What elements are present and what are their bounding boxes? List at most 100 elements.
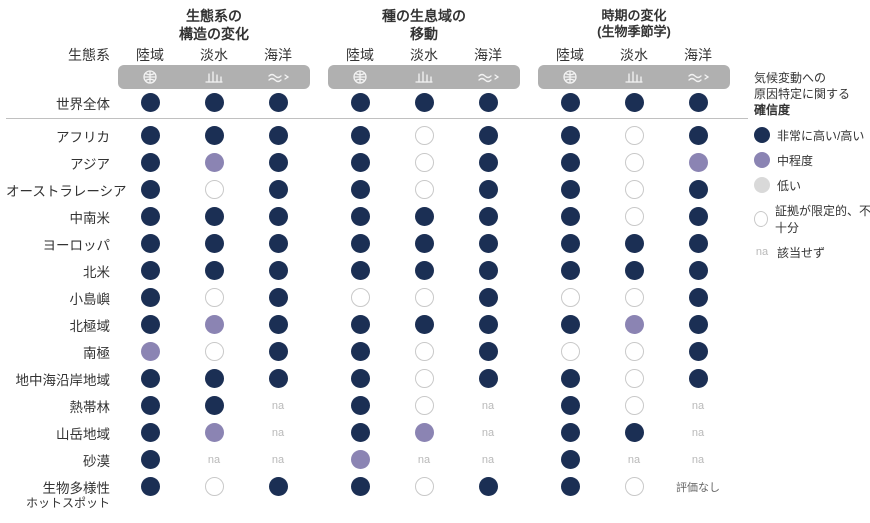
group-title-1a: 種の生息域の	[382, 8, 466, 24]
subcol-label: 陸域	[538, 45, 602, 65]
legend-item: 低い	[754, 177, 870, 194]
matrix-cell: na	[456, 400, 520, 412]
matrix-cell	[118, 153, 182, 172]
matrix-cell	[246, 315, 310, 334]
matrix-cell	[538, 153, 602, 172]
matrix-cell	[246, 126, 310, 145]
row-label: オーストラレーシア	[6, 180, 118, 200]
confidence-dot-high	[689, 261, 708, 280]
matrix-cell	[392, 423, 456, 442]
confidence-dot-high	[479, 288, 498, 307]
matrix-cell: na	[246, 454, 310, 466]
confidence-dot-high	[561, 207, 580, 226]
matrix-cell: na	[246, 427, 310, 439]
confidence-dot-high	[269, 93, 288, 112]
matrix-cell	[118, 477, 182, 496]
na-marker: na	[418, 454, 430, 466]
confidence-dot-high	[625, 261, 644, 280]
confidence-dot-high	[351, 261, 370, 280]
confidence-dot-high	[269, 342, 288, 361]
confidence-dot-empty	[625, 153, 644, 172]
confidence-dot-high	[689, 369, 708, 388]
fresh-icon	[392, 65, 456, 89]
matrix-cell	[182, 207, 246, 226]
subcolumn-header-row: 生態系 陸域淡水海洋陸域淡水海洋陸域淡水海洋	[6, 45, 748, 65]
matrix-cell	[246, 93, 310, 112]
confidence-dot-high	[625, 93, 644, 112]
confidence-dot-high	[141, 396, 160, 415]
confidence-dot-med	[205, 153, 224, 172]
matrix-cell	[538, 126, 602, 145]
matrix-cell	[246, 261, 310, 280]
matrix-cell	[328, 261, 392, 280]
confidence-dot-high	[141, 180, 160, 199]
matrix-cell	[456, 342, 520, 361]
matrix-cell	[182, 180, 246, 199]
group-title-0b: 構造の変化	[179, 26, 249, 42]
matrix-cell	[666, 369, 730, 388]
confidence-dot-high	[689, 126, 708, 145]
legend-label: 低い	[777, 177, 801, 194]
matrix-cell	[538, 288, 602, 307]
matrix-cell	[392, 180, 456, 199]
confidence-dot-high	[269, 126, 288, 145]
subcol-label: 海洋	[246, 45, 310, 65]
confidence-dot-high	[479, 315, 498, 334]
confidence-dot-high	[269, 315, 288, 334]
group-header-1: 種の生息域の 移動	[328, 8, 520, 45]
confidence-dot-empty	[625, 288, 644, 307]
table-row: 北極域	[6, 311, 748, 338]
legend-title-l1: 気候変動への	[754, 71, 826, 85]
matrix-cell	[602, 180, 666, 199]
row-label: アフリカ	[6, 126, 118, 146]
row-label: 地中海沿岸地域	[6, 369, 118, 389]
row-label: 小島嶼	[6, 288, 118, 308]
matrix-cell	[602, 234, 666, 253]
confidence-dot-high	[479, 93, 498, 112]
matrix-cell	[602, 369, 666, 388]
matrix-cell	[392, 126, 456, 145]
na-marker: na	[692, 454, 704, 466]
confidence-dot-high	[141, 234, 160, 253]
group-header-2: 時期の変化 (生物季節学)	[538, 8, 730, 45]
confidence-dot-high	[479, 369, 498, 388]
matrix-cell	[118, 423, 182, 442]
confidence-dot-high	[351, 126, 370, 145]
matrix-cell	[602, 315, 666, 334]
matrix-cell	[538, 369, 602, 388]
ocean-icon	[666, 65, 730, 89]
confidence-dot-high	[351, 369, 370, 388]
confidence-dot-high	[351, 477, 370, 496]
legend-label: 証拠が限定的、不十分	[775, 202, 870, 236]
na-marker: na	[754, 246, 770, 258]
matrix-cell	[538, 261, 602, 280]
matrix-cell	[602, 477, 666, 496]
matrix-cell	[328, 234, 392, 253]
confidence-dot-empty	[625, 369, 644, 388]
confidence-dot-high	[415, 261, 434, 280]
ocean-icon	[246, 65, 310, 89]
confidence-dot-high	[561, 477, 580, 496]
row-label: 南極	[6, 342, 118, 362]
matrix-cell	[118, 126, 182, 145]
matrix-cell	[538, 423, 602, 442]
row-label: 山岳地域	[6, 423, 118, 443]
confidence-dot-high	[141, 288, 160, 307]
confidence-dot-high	[479, 261, 498, 280]
confidence-dot-empty	[561, 288, 580, 307]
matrix-cell	[538, 93, 602, 112]
confidence-dot-high	[479, 180, 498, 199]
subcol-label: 海洋	[456, 45, 520, 65]
confidence-dot-high	[689, 342, 708, 361]
table-row: 北米	[6, 257, 748, 284]
confidence-dot-empty	[415, 369, 434, 388]
confidence-dot-high	[269, 234, 288, 253]
legend-title-l2: 原因特定に関する	[754, 87, 850, 101]
confidence-dot-high	[561, 369, 580, 388]
table-row: オーストラレーシア	[6, 176, 748, 203]
row-label: 熱帯林	[6, 396, 118, 416]
matrix-cell	[182, 315, 246, 334]
matrix-cell: na	[602, 454, 666, 466]
confidence-dot-empty	[415, 396, 434, 415]
confidence-dot-med	[625, 315, 644, 334]
